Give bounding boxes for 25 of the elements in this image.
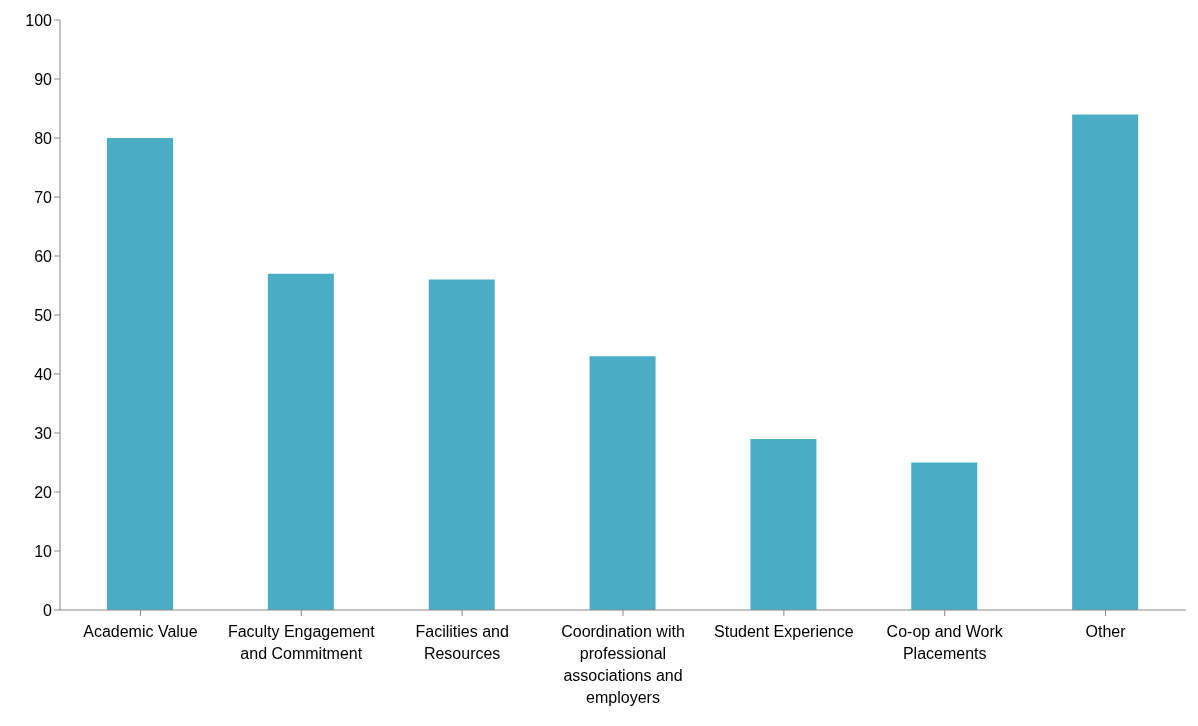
bar — [1072, 114, 1139, 610]
bar — [589, 356, 656, 610]
y-tick-label: 70 — [34, 188, 53, 206]
x-tick-label: Coordination with professional associations and employers — [561, 623, 685, 707]
y-tick-label: 20 — [34, 483, 53, 501]
x-tick-label: Academic Value — [83, 623, 198, 641]
y-tick-label: 100 — [25, 11, 53, 29]
y-tick-label: 10 — [34, 542, 53, 560]
y-tick-label: 40 — [34, 365, 53, 383]
y-tick-label: 90 — [34, 70, 53, 88]
x-tick-label: Faculty Engagement and Commitment — [227, 623, 376, 663]
y-tick-label: 50 — [34, 306, 53, 324]
y-tick-label: 30 — [34, 424, 53, 442]
x-tick-label: Facilities and Resources — [415, 623, 509, 663]
bar — [911, 462, 978, 610]
x-tick-label: Student Experience — [714, 623, 854, 641]
y-tick-label: 0 — [43, 601, 53, 619]
bar — [750, 438, 817, 610]
y-tick-label: 60 — [34, 247, 53, 265]
y-tick-label: 80 — [34, 129, 53, 147]
bar — [428, 279, 495, 610]
x-tick-label: Co-op and Work Placements — [886, 623, 1004, 663]
bar — [107, 138, 173, 610]
bar — [267, 273, 334, 610]
x-tick-label: Other — [1085, 623, 1127, 641]
